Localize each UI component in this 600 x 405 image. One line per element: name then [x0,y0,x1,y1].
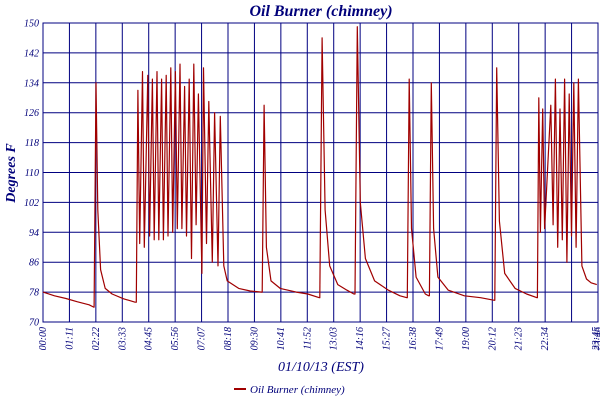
x-tick-label: 03:33 [117,327,128,350]
x-tick-label: 15:27 [382,326,393,350]
x-tick-label: 19:00 [461,327,472,350]
x-tick-label: 08:18 [223,327,234,350]
x-tick-label: 17:49 [434,327,445,350]
y-tick-label: 94 [29,228,39,239]
x-tick-label: 23:46 [593,327,600,350]
x-tick-label: 16:38 [408,327,419,350]
x-tick-label: 23:45 [591,327,600,350]
x-tick-label: 01:11 [64,327,75,350]
grid-layer [42,22,599,323]
y-tick-label: 70 [29,318,39,329]
y-tick-label: 118 [25,138,39,149]
x-tick-label: 09:30 [249,327,260,350]
y-tick-label: 102 [24,198,39,209]
y-tick-label: 86 [29,258,39,269]
x-tick-label: 02:22 [91,327,102,350]
x-tick-label: 05:56 [170,327,181,350]
x-tick-label: 13:03 [329,327,340,350]
y-tick-label: 134 [24,78,39,89]
x-axis-label: 01/10/13 (EST) [278,360,364,375]
x-tick-label: 10:41 [276,327,287,350]
plot-border [42,22,599,323]
chart-title: Oil Burner (chimney) [249,3,392,20]
x-tick-label: 21:23 [514,327,525,350]
legend: Oil Burner (chimney) [234,384,345,396]
y-tick-label: 78 [29,288,39,299]
x-tick-labels: 00:00 01:11 02:22 03:33 04:45 05:56 07:07 08:18… [38,326,600,350]
y-tick-labels: 70 78 86 94 102 110 118 126 134 142 150 [24,19,39,329]
x-tick-label: 00:00 [38,327,49,350]
x-tick-label: 14:16 [355,327,366,350]
x-tick-label: 07:07 [197,326,208,350]
legend-label: Oil Burner (chimney) [250,384,345,396]
x-tick-label: 20:12 [487,327,498,350]
y-tick-label: 150 [24,19,39,30]
y-tick-label: 142 [24,48,39,59]
x-tick-label: 22:34 [540,327,551,350]
x-tick-label: 11:52 [302,327,313,350]
series-line [42,26,597,308]
y-tick-label: 126 [24,108,39,119]
y-tick-label: 110 [25,168,39,179]
series-layer [42,26,597,308]
y-axis-label: Degrees F [4,143,19,204]
x-tick-label: 04:45 [144,327,155,350]
